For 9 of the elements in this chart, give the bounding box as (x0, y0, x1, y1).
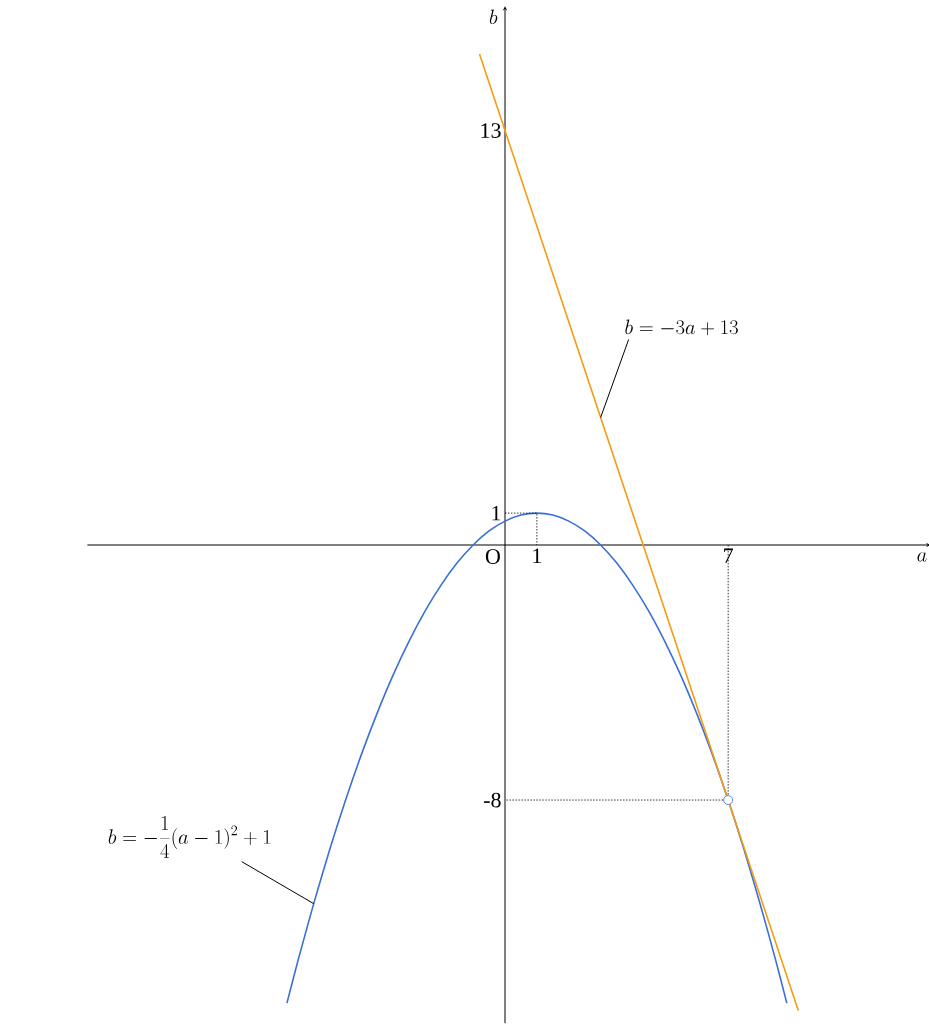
y-tick-label: 1 (492, 505, 501, 521)
y-tick-label: 13 (481, 123, 501, 138)
x-tick-label: 7 (724, 548, 734, 563)
x-axis-title: $a$ (917, 552, 927, 562)
y-axis-title: $b$ (489, 9, 498, 25)
annotation: $b=-\frac{1}{4}(a-1)^{2}+1$ (108, 816, 271, 858)
y-tick-label: -8 (484, 792, 501, 808)
annotation: O (485, 549, 500, 564)
annotation: $b=-3a+13$ (625, 319, 738, 336)
